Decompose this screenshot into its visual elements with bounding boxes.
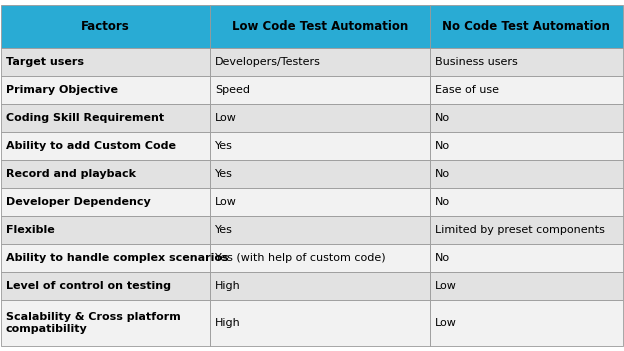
Text: Level of control on testing: Level of control on testing bbox=[6, 282, 171, 291]
Bar bbox=[1, 272, 210, 300]
Text: Low: Low bbox=[434, 318, 457, 328]
Text: No: No bbox=[434, 197, 450, 207]
Bar bbox=[429, 244, 623, 272]
Bar bbox=[429, 105, 623, 132]
Text: No: No bbox=[434, 141, 450, 151]
Text: Yes: Yes bbox=[215, 170, 233, 179]
Bar bbox=[429, 160, 623, 188]
Text: No Code Test Automation: No Code Test Automation bbox=[442, 20, 610, 33]
Bar bbox=[210, 77, 429, 105]
Text: Speed: Speed bbox=[215, 85, 250, 95]
Bar bbox=[210, 48, 429, 77]
Bar bbox=[1, 5, 210, 48]
Text: Developers/Testers: Developers/Testers bbox=[215, 58, 321, 67]
Text: Business users: Business users bbox=[434, 58, 517, 67]
Text: No: No bbox=[434, 113, 450, 124]
Text: No: No bbox=[434, 253, 450, 263]
Text: Developer Dependency: Developer Dependency bbox=[6, 197, 151, 207]
Bar bbox=[429, 77, 623, 105]
Bar bbox=[210, 272, 429, 300]
Bar bbox=[1, 160, 210, 188]
Bar bbox=[1, 300, 210, 346]
Bar bbox=[210, 5, 429, 48]
Text: High: High bbox=[215, 318, 241, 328]
Bar bbox=[210, 105, 429, 132]
Bar bbox=[429, 48, 623, 77]
Text: High: High bbox=[215, 282, 241, 291]
Bar bbox=[210, 188, 429, 217]
Text: Yes: Yes bbox=[215, 225, 233, 236]
Text: Record and playback: Record and playback bbox=[6, 170, 136, 179]
Text: Low: Low bbox=[215, 113, 237, 124]
Text: Yes (with help of custom code): Yes (with help of custom code) bbox=[215, 253, 386, 263]
Bar bbox=[429, 272, 623, 300]
Text: Ability to handle complex scenarios: Ability to handle complex scenarios bbox=[6, 253, 228, 263]
Bar bbox=[429, 217, 623, 244]
Text: Yes: Yes bbox=[215, 141, 233, 151]
Text: Low: Low bbox=[434, 282, 457, 291]
Text: Coding Skill Requirement: Coding Skill Requirement bbox=[6, 113, 164, 124]
Bar bbox=[1, 77, 210, 105]
Bar bbox=[1, 217, 210, 244]
Bar bbox=[1, 132, 210, 160]
Text: Ability to add Custom Code: Ability to add Custom Code bbox=[6, 141, 176, 151]
Text: Factors: Factors bbox=[81, 20, 130, 33]
Text: Scalability & Cross platform
compatibility: Scalability & Cross platform compatibili… bbox=[6, 312, 181, 334]
Bar bbox=[429, 300, 623, 346]
Bar bbox=[429, 5, 623, 48]
Text: Low: Low bbox=[215, 197, 237, 207]
Bar bbox=[1, 244, 210, 272]
Bar bbox=[1, 188, 210, 217]
Bar bbox=[429, 188, 623, 217]
Bar bbox=[1, 105, 210, 132]
Bar bbox=[210, 244, 429, 272]
Bar bbox=[210, 300, 429, 346]
Bar bbox=[210, 160, 429, 188]
Text: No: No bbox=[434, 170, 450, 179]
Text: Flexible: Flexible bbox=[6, 225, 55, 236]
Bar bbox=[1, 48, 210, 77]
Text: Target users: Target users bbox=[6, 58, 84, 67]
Text: Low Code Test Automation: Low Code Test Automation bbox=[232, 20, 408, 33]
Text: Primary Objective: Primary Objective bbox=[6, 85, 118, 95]
Bar bbox=[210, 132, 429, 160]
Text: Limited by preset components: Limited by preset components bbox=[434, 225, 605, 236]
Text: Ease of use: Ease of use bbox=[434, 85, 499, 95]
Bar bbox=[210, 217, 429, 244]
Bar bbox=[429, 132, 623, 160]
